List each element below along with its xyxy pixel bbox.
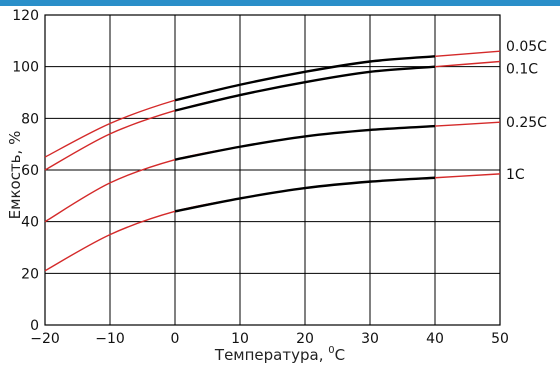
grid: [44, 14, 501, 326]
series-label: 1C: [506, 167, 525, 183]
series-curve-measured: [174, 55, 436, 102]
y-tick-label: 20: [21, 266, 39, 282]
y-tick-label: 120: [12, 8, 39, 24]
series-curve-measured: [174, 176, 436, 213]
series-curve-extrapolated: [44, 173, 501, 272]
y-tick-label: 60: [21, 163, 39, 179]
series-curve-measured: [174, 124, 436, 161]
x-tick-label: −10: [95, 331, 125, 347]
y-tick-labels: 0 20 40 60 80 100 120: [12, 8, 39, 334]
y-tick-label: 100: [12, 60, 39, 76]
x-tick-label: −20: [30, 331, 60, 347]
x-tick-label: 20: [296, 331, 314, 347]
y-tick-label: 40: [21, 215, 39, 231]
x-tick-label: 10: [231, 331, 249, 347]
y-tick-label: 0: [30, 318, 39, 334]
series-label: 0.05C: [506, 39, 547, 55]
series-label: 0.25C: [506, 115, 547, 131]
series-labels: 0.05C 0.1C 0.25C 1C: [506, 39, 547, 183]
series-curve-measured: [174, 65, 436, 112]
series-curve-extrapolated: [44, 121, 501, 223]
y-tick-label: 80: [21, 111, 39, 127]
x-tick-labels: −20 −10 0 10 20 30 40 50: [30, 331, 509, 347]
x-tick-label: 0: [171, 331, 180, 347]
x-tick-label: 40: [426, 331, 444, 347]
x-tick-label: 50: [491, 331, 509, 347]
series-label: 0.1C: [506, 62, 538, 78]
y-axis-label: Емкость, %: [6, 131, 24, 220]
top-accent-bar: [0, 0, 560, 6]
x-axis-label: Температура, 0C: [214, 345, 345, 364]
curves: [44, 50, 501, 272]
x-tick-label: 30: [361, 331, 379, 347]
